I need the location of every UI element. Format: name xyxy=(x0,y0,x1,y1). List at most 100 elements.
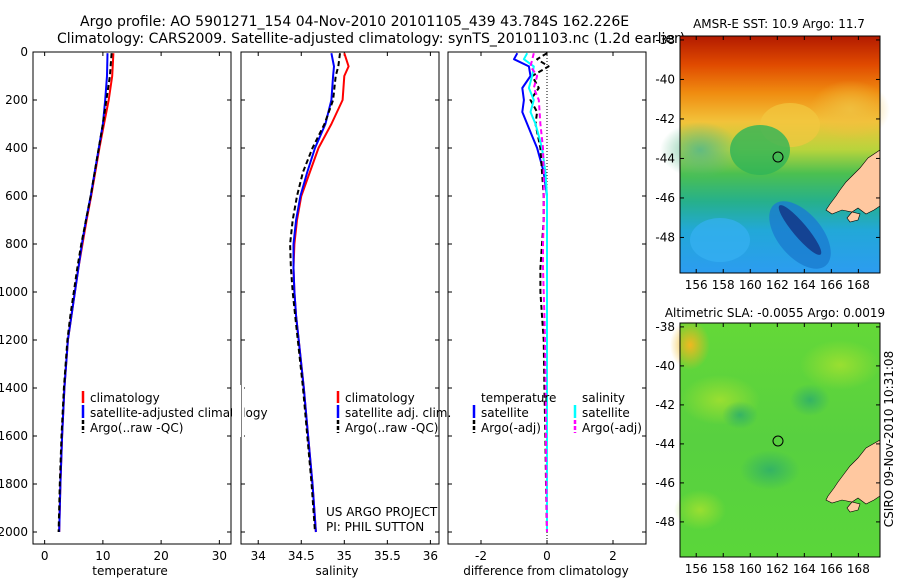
series-line-climatology xyxy=(58,53,115,533)
sla-map-title: Altimetric SLA: -0.0055 Argo: 0.0019 xyxy=(665,306,885,320)
x-tick-label: 34 xyxy=(251,549,266,563)
map-x-tick-label: 166 xyxy=(820,562,843,576)
sla-map xyxy=(670,320,881,558)
temperature-panel-frame xyxy=(32,51,232,545)
difference-legend: temperature satellite Argo(-adj) salinit… xyxy=(472,391,642,435)
map-x-tick-label: 168 xyxy=(847,278,870,292)
sst-map xyxy=(660,35,890,274)
x-tick-label: 35 xyxy=(337,549,352,563)
map-y-tick-label: -42 xyxy=(655,398,675,412)
salinity-legend-climatology: climatology xyxy=(345,391,415,405)
difference-legend-sal-argo: Argo(-adj) xyxy=(582,421,642,435)
x-tick-label: 20 xyxy=(153,549,168,563)
sst-map-axes: 156 158 160 162 164 166 168 -38 -40 -42 -44 -46 -48 xyxy=(655,33,880,292)
map-x-tick-label: 164 xyxy=(793,562,816,576)
timestamp-stamp: CSIRO 09-Nov-2010 10:31:08 xyxy=(882,351,896,527)
salinity-axis-label: salinity xyxy=(315,564,358,578)
depth-tick-label: 1600 xyxy=(0,429,28,443)
map-x-tick-label: 158 xyxy=(712,278,735,292)
depth-tick-label: 0 xyxy=(20,45,28,59)
x-tick-label: 36 xyxy=(423,549,438,563)
map-x-tick-label: 158 xyxy=(712,562,735,576)
series-line-satellite-adj-clim xyxy=(292,53,335,533)
temperature-axis-label: temperature xyxy=(92,564,167,578)
sst-argo-marker xyxy=(772,151,784,163)
header-line-1: Argo profile: AO 5901271_154 04-Nov-2010… xyxy=(80,14,629,30)
legend-label-argo: Argo(..raw -QC) xyxy=(90,421,183,435)
temperature-legend: climatology satellite-adjusted climatolo… xyxy=(81,391,268,435)
depth-tick-label: 2000 xyxy=(0,525,28,539)
series-line-argo-raw-qc xyxy=(289,53,341,533)
map-y-tick-label: -44 xyxy=(655,151,675,165)
difference-legend-salinity-title: salinity xyxy=(582,391,625,405)
map-y-tick-label: -46 xyxy=(655,476,675,490)
map-x-tick-label: 162 xyxy=(766,278,789,292)
sla-land-new-zealand xyxy=(825,439,881,505)
map-x-tick-label: 160 xyxy=(739,562,762,576)
x-tick-label: 34.5 xyxy=(288,549,315,563)
map-y-tick-label: -44 xyxy=(655,437,675,451)
map-x-tick-label: 160 xyxy=(739,278,762,292)
map-y-tick-label: -40 xyxy=(655,359,675,373)
series-line-climatology xyxy=(292,52,350,533)
salinity-legend-argo: Argo(..raw -QC) xyxy=(345,421,438,435)
depth-tick-label: 400 xyxy=(5,141,28,155)
series-line-salinity-satellite xyxy=(522,52,548,532)
map-y-tick-label: -38 xyxy=(655,33,675,47)
legend-label-satellite-adjusted: satellite-adjusted climatology xyxy=(90,406,268,420)
difference-legend-temp-argo: Argo(-adj) xyxy=(481,421,541,435)
map-y-tick-label: -42 xyxy=(655,112,675,126)
sst-map-title: AMSR-E SST: 10.9 Argo: 11.7 xyxy=(693,17,865,31)
depth-tick-label: 1000 xyxy=(0,285,28,299)
header-line-2: Climatology: CARS2009. Satellite-adjuste… xyxy=(57,31,685,47)
x-tick-label: 2 xyxy=(609,549,617,563)
map-x-tick-label: 156 xyxy=(685,278,708,292)
difference-legend-temp-satellite: satellite xyxy=(481,406,529,420)
map-x-tick-label: 168 xyxy=(847,562,870,576)
x-tick-label: 10 xyxy=(95,549,110,563)
difference-legend-sal-satellite: satellite xyxy=(582,406,630,420)
difference-axis-label: difference from climatology xyxy=(463,564,629,578)
difference-profile-lines xyxy=(513,52,550,544)
x-tick-label: -2 xyxy=(475,549,487,563)
series-line-salinity-argo-adj xyxy=(529,52,548,533)
depth-tick-label: 200 xyxy=(5,93,28,107)
map-x-tick-label: 166 xyxy=(820,278,843,292)
x-tick-label: 30 xyxy=(212,549,227,563)
map-x-tick-label: 164 xyxy=(793,278,816,292)
project-credit: US ARGO PROJECT xyxy=(326,505,438,519)
salinity-x-axis: 34 34.5 35 35.5 36 xyxy=(251,52,438,563)
x-tick-label: 0 xyxy=(41,549,49,563)
salinity-profile-lines xyxy=(289,52,350,533)
sla-map-axes: 156 158 160 162 164 166 168 -38 -40 -42 -44 -46 -48 xyxy=(655,320,880,576)
map-x-tick-label: 162 xyxy=(766,562,789,576)
depth-tick-label: 1400 xyxy=(0,381,28,395)
depth-tick-label: 1800 xyxy=(0,477,28,491)
legend-label-climatology: climatology xyxy=(90,391,160,405)
salinity-panel-left-edge xyxy=(241,385,242,437)
depth-axis: 0 200 400 600 800 1000 1200 1400 1600 1800 2000 xyxy=(0,45,646,539)
series-line-temperature-satellite xyxy=(513,52,548,532)
temperature-x-axis: 0 10 20 30 xyxy=(41,52,227,563)
x-tick-label: 35.5 xyxy=(374,549,401,563)
depth-tick-label: 800 xyxy=(5,237,28,251)
map-y-tick-label: -48 xyxy=(655,515,675,529)
map-x-tick-label: 156 xyxy=(685,562,708,576)
sst-land-new-zealand xyxy=(825,149,881,215)
difference-x-axis: -2 0 2 xyxy=(475,52,617,563)
temperature-profile-lines xyxy=(57,53,115,533)
pi-credit: PI: PHIL SUTTON xyxy=(326,520,424,534)
depth-tick-label: 1200 xyxy=(0,333,28,347)
salinity-legend: climatology satellite adj. clim. Argo(..… xyxy=(336,391,451,435)
series-line-satellite-adjusted-climatology xyxy=(58,53,109,533)
difference-legend-temperature-title: temperature xyxy=(481,391,556,405)
series-line-argo-raw-qc xyxy=(57,53,113,533)
x-tick-label: 0 xyxy=(543,549,551,563)
salinity-legend-satellite: satellite adj. clim. xyxy=(345,406,451,420)
map-y-tick-label: -38 xyxy=(655,320,675,334)
map-y-tick-label: -46 xyxy=(655,191,675,205)
salinity-panel-frame xyxy=(240,51,440,545)
sla-argo-marker xyxy=(772,435,784,447)
map-y-tick-label: -40 xyxy=(655,72,675,86)
